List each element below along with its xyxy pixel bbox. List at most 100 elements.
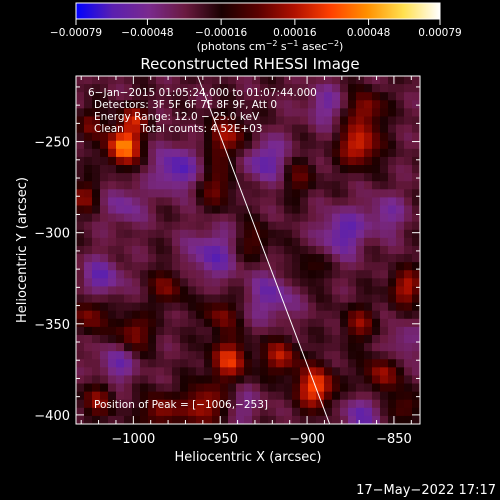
heatmap-cell bbox=[116, 116, 125, 125]
heatmap-cell bbox=[412, 140, 420, 150]
heatmap-cell bbox=[172, 326, 181, 336]
heatmap-cell bbox=[324, 302, 333, 312]
heatmap-cell bbox=[340, 351, 349, 360]
heatmap-cell bbox=[116, 237, 125, 247]
heatmap-cell bbox=[372, 407, 381, 417]
heatmap-cell bbox=[364, 229, 373, 239]
heatmap-cell bbox=[396, 181, 405, 190]
heatmap-cell bbox=[244, 197, 253, 206]
heatmap-cell bbox=[220, 221, 229, 231]
heatmap-cell bbox=[244, 254, 253, 263]
heatmap-cell bbox=[340, 310, 349, 320]
heatmap-cell bbox=[380, 294, 389, 303]
heatmap-cell bbox=[228, 173, 237, 182]
heatmap-cell bbox=[108, 237, 117, 247]
heatmap-cell bbox=[204, 326, 213, 336]
heatmap-cell bbox=[212, 367, 221, 376]
heatmap-cell bbox=[268, 100, 277, 109]
heatmap-cell bbox=[188, 310, 197, 320]
heatmap-cell bbox=[196, 100, 205, 109]
heatmap-cell bbox=[92, 124, 101, 134]
heatmap-cell bbox=[196, 302, 205, 312]
heatmap-cell bbox=[292, 262, 301, 271]
heatmap-cell bbox=[284, 399, 293, 409]
heatmap-cell bbox=[260, 343, 269, 352]
heatmap-cell bbox=[244, 343, 253, 352]
heatmap-cell bbox=[276, 367, 285, 376]
heatmap-cell bbox=[84, 189, 93, 198]
heatmap-cell bbox=[228, 351, 237, 360]
heatmap-cell bbox=[276, 254, 285, 263]
heatmap-cell bbox=[292, 351, 301, 360]
heatmap-cell bbox=[124, 310, 133, 320]
heatmap-cell bbox=[76, 165, 85, 174]
heatmap-cell bbox=[124, 262, 133, 271]
heatmap-cell bbox=[260, 229, 269, 239]
heatmap-cell bbox=[92, 148, 101, 158]
heatmap-cell bbox=[76, 343, 85, 352]
heatmap-cell bbox=[172, 108, 181, 117]
heatmap-cell bbox=[244, 221, 253, 231]
heatmap-cell bbox=[260, 391, 269, 401]
heatmap-cell bbox=[140, 205, 149, 214]
heatmap-cell bbox=[396, 76, 405, 85]
heatmap-cell bbox=[308, 205, 317, 214]
heatmap-cell bbox=[140, 189, 149, 198]
heatmap-cell bbox=[228, 213, 237, 223]
heatmap-cell bbox=[140, 76, 149, 85]
heatmap-cell bbox=[116, 294, 125, 303]
heatmap-cell bbox=[108, 270, 117, 279]
heatmap-cell bbox=[396, 334, 405, 344]
heatmap-cell bbox=[388, 140, 397, 150]
heatmap-cell bbox=[324, 132, 333, 142]
heatmap-cell bbox=[364, 76, 373, 85]
heatmap-cell bbox=[108, 148, 117, 158]
heatmap-cell bbox=[140, 100, 149, 109]
heatmap-cell bbox=[356, 302, 365, 312]
heatmap-cell bbox=[348, 270, 357, 279]
heatmap-cell bbox=[140, 116, 149, 125]
heatmap-cell bbox=[172, 173, 181, 182]
heatmap-cell bbox=[76, 383, 85, 393]
heatmap-cell bbox=[228, 132, 237, 142]
heatmap-cell bbox=[380, 278, 389, 287]
heatmap-cell bbox=[84, 334, 93, 344]
heatmap-cell bbox=[172, 84, 181, 93]
heatmap-cell bbox=[396, 245, 405, 255]
heatmap-cell bbox=[412, 156, 420, 166]
heatmap-cell bbox=[252, 205, 261, 214]
heatmap-cell bbox=[412, 165, 420, 174]
heatmap-cell bbox=[324, 108, 333, 117]
heatmap-cell bbox=[132, 375, 141, 384]
heatmap-cell bbox=[404, 156, 413, 166]
heatmap-cell bbox=[84, 92, 93, 101]
heatmap-cell bbox=[204, 213, 213, 223]
heatmap-cell bbox=[348, 415, 357, 424]
heatmap-cell bbox=[364, 116, 373, 125]
heatmap-cell bbox=[108, 334, 117, 344]
heatmap-cell bbox=[308, 375, 317, 384]
heatmap-cell bbox=[132, 334, 141, 344]
heatmap-cell bbox=[180, 213, 189, 223]
heatmap-cell bbox=[284, 156, 293, 166]
heatmap-cell bbox=[100, 148, 109, 158]
heatmap-cell bbox=[380, 415, 389, 424]
heatmap-cell bbox=[116, 148, 125, 158]
heatmap-cell bbox=[292, 181, 301, 190]
heatmap-cell bbox=[260, 415, 269, 424]
heatmap-cell bbox=[364, 132, 373, 142]
heatmap-cell bbox=[124, 197, 133, 206]
heatmap-cell bbox=[292, 326, 301, 336]
heatmap-cell bbox=[300, 181, 309, 190]
heatmap-cell bbox=[196, 318, 205, 328]
heatmap-cell bbox=[140, 84, 149, 93]
heatmap-cell bbox=[348, 173, 357, 182]
heatmap-cell bbox=[132, 302, 141, 312]
heatmap-cell bbox=[124, 351, 133, 360]
heatmap-cell bbox=[156, 334, 165, 344]
heatmap-cell bbox=[84, 148, 93, 158]
heatmap-cell bbox=[156, 108, 165, 117]
heatmap-cell bbox=[316, 310, 325, 320]
heatmap-cell bbox=[412, 116, 420, 125]
heatmap-cell bbox=[404, 286, 413, 295]
